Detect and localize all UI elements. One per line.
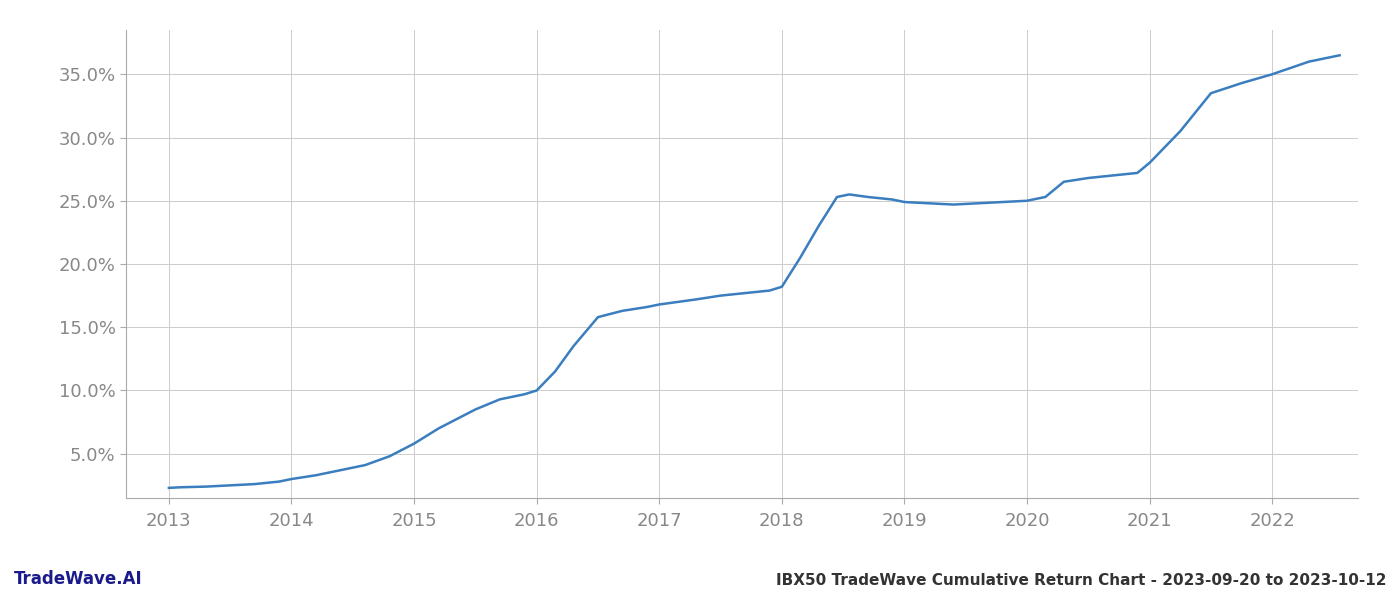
Text: TradeWave.AI: TradeWave.AI bbox=[14, 570, 143, 588]
Text: IBX50 TradeWave Cumulative Return Chart - 2023-09-20 to 2023-10-12: IBX50 TradeWave Cumulative Return Chart … bbox=[776, 573, 1386, 588]
